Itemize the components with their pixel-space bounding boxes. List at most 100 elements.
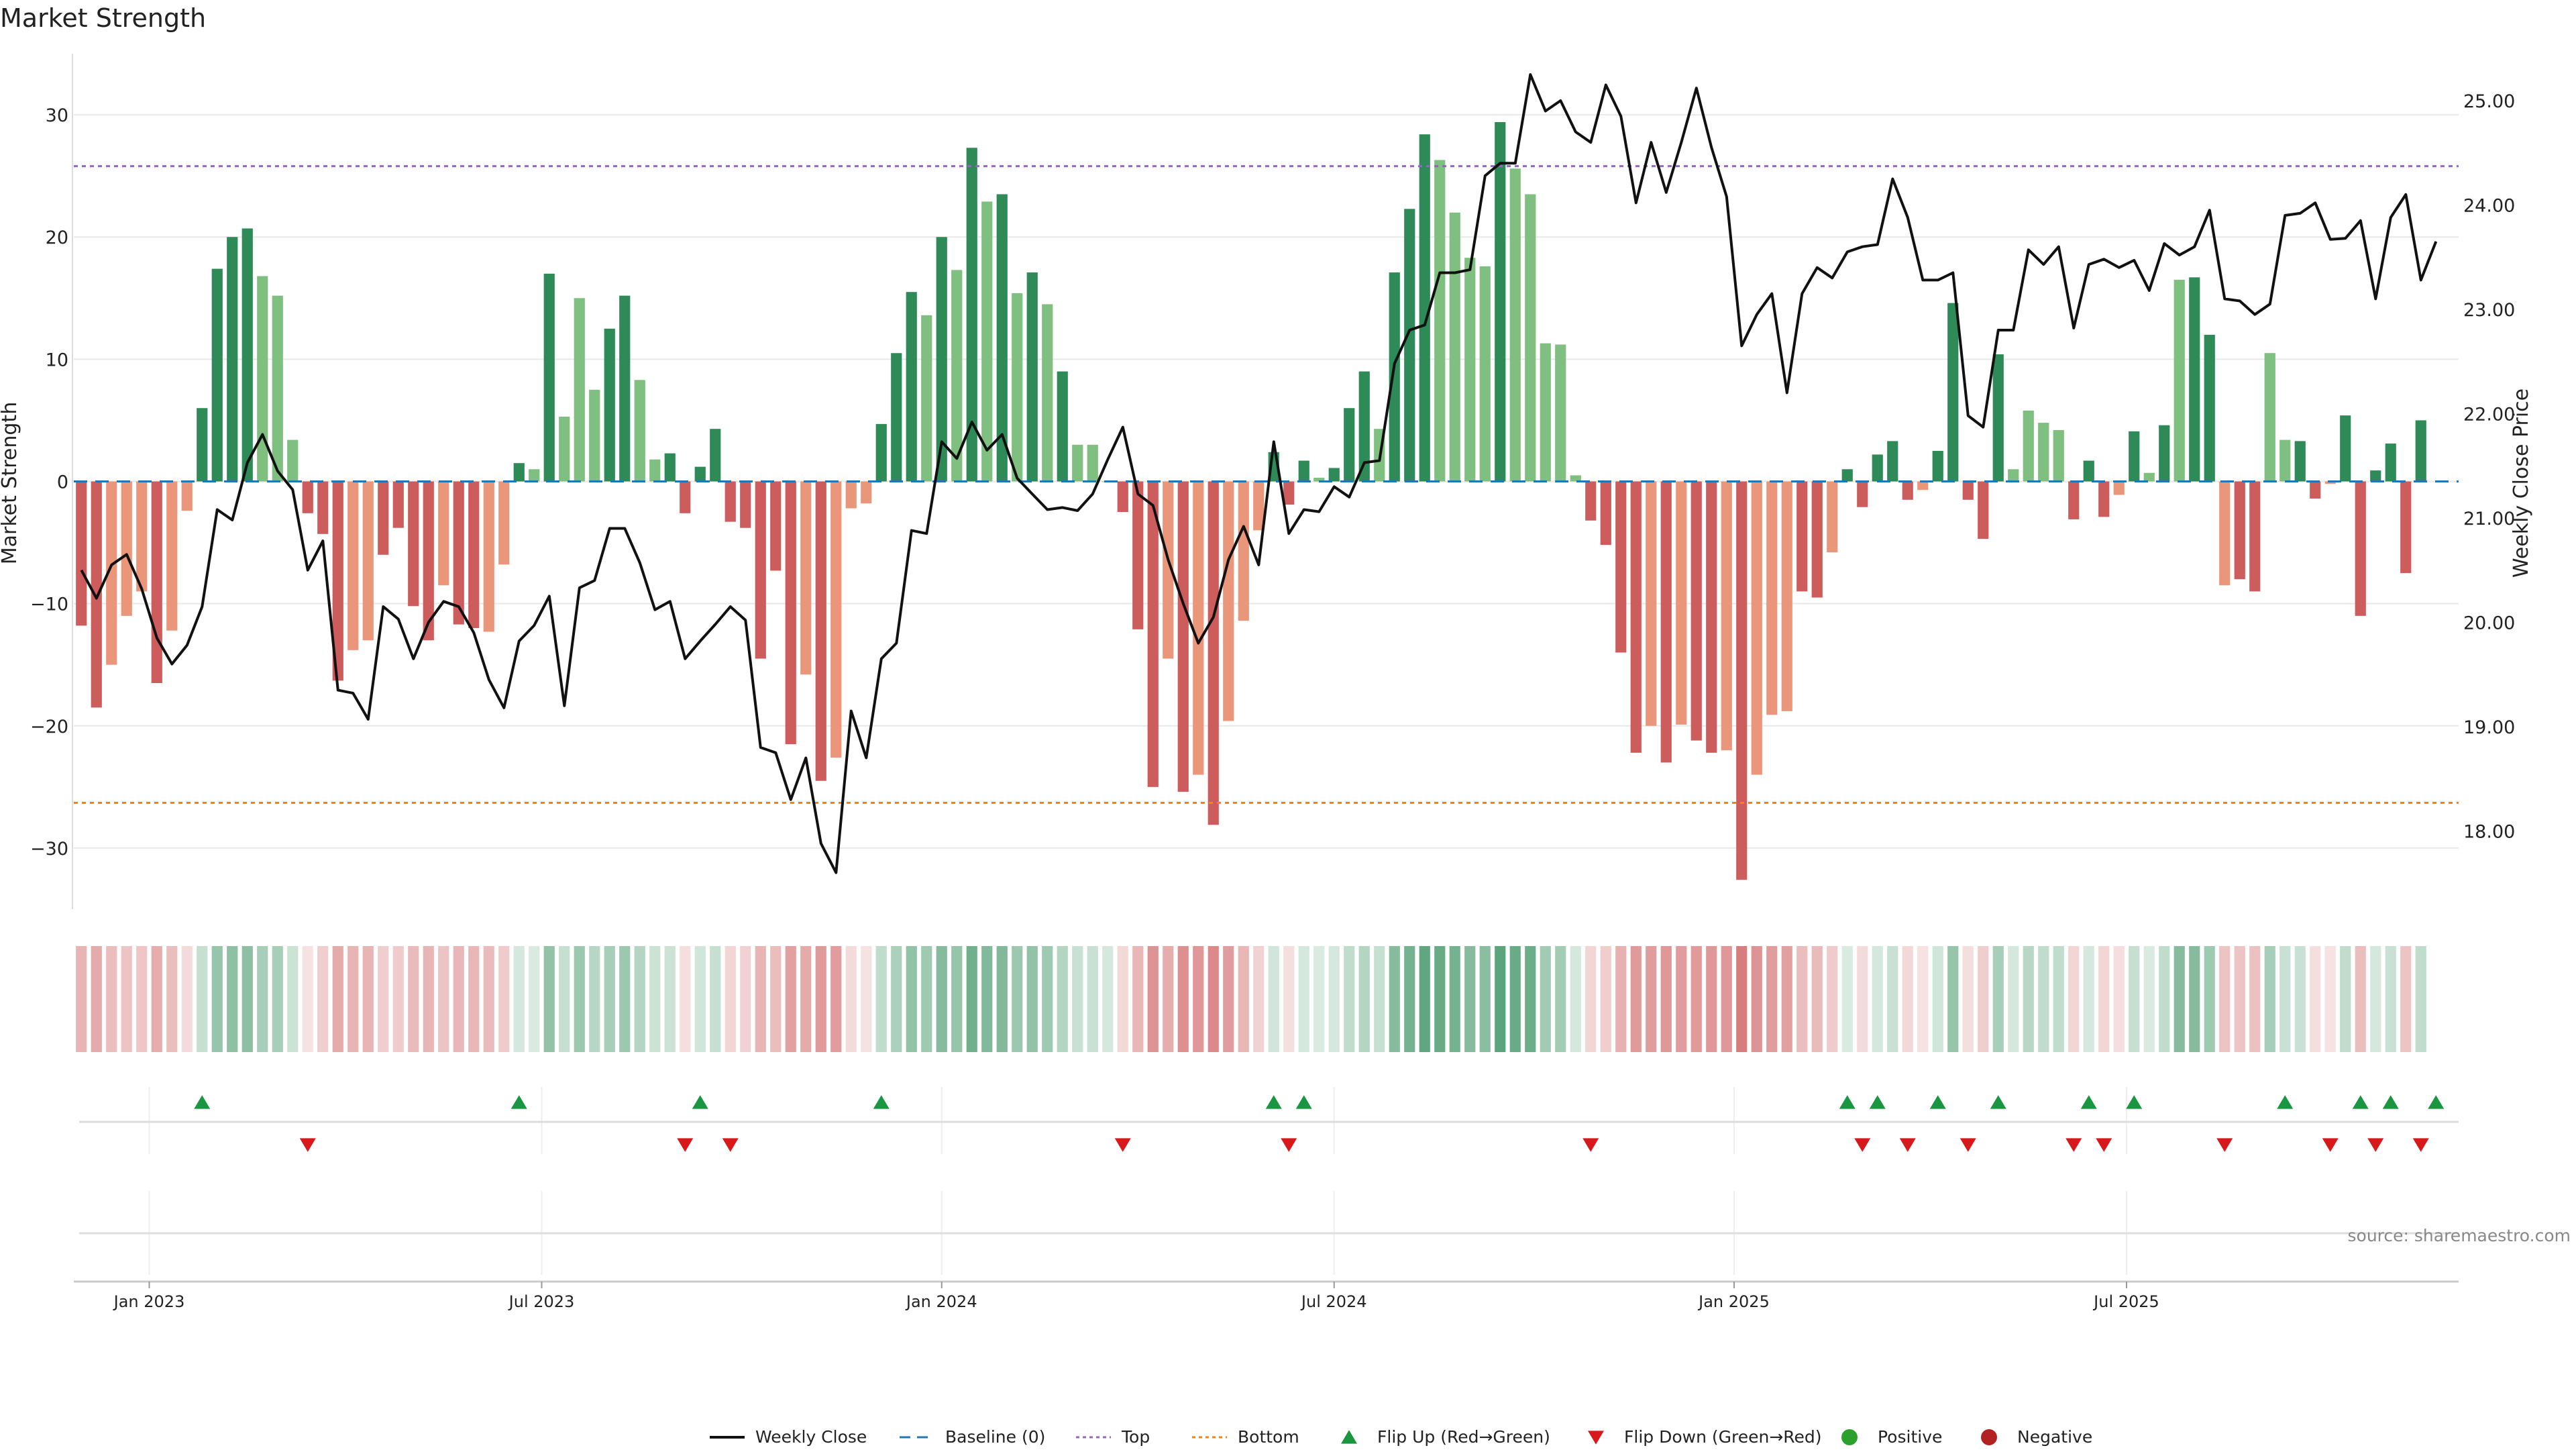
strength-bar: [2310, 481, 2321, 499]
strength-bar: [1495, 122, 1506, 482]
strength-bar: [1962, 481, 1974, 500]
strength-bar: [468, 481, 480, 629]
strength-bar: [1344, 408, 1355, 482]
legend-item-weekly_close: Weekly Close: [710, 1427, 867, 1447]
heat-cell: [664, 946, 676, 1052]
heat-cell: [1283, 946, 1295, 1052]
heat-cell: [710, 946, 721, 1052]
heat-cell: [1962, 946, 1974, 1052]
strength-bar: [1841, 469, 1853, 482]
heat-cell: [2415, 946, 2426, 1052]
flip-down-marker: [1899, 1138, 1916, 1152]
heat-cell: [151, 946, 162, 1052]
strength-bar: [996, 194, 1008, 482]
y2-tick-label: 18.00: [2463, 821, 2515, 842]
strength-bar: [1358, 371, 1370, 482]
heat-cell: [2143, 946, 2155, 1052]
heat-cell: [1857, 946, 1868, 1052]
heat-cell: [649, 946, 661, 1052]
heat-cell: [1163, 946, 1174, 1052]
heat-cell: [2264, 946, 2275, 1052]
x-tick-label: Jul 2025: [2092, 1292, 2159, 1311]
strength-bar: [1811, 481, 1823, 598]
heat-cell: [785, 946, 796, 1052]
strength-bar: [2385, 444, 2396, 482]
strength-bar: [2415, 420, 2426, 482]
heat-cell: [453, 946, 464, 1052]
strength-bar: [664, 453, 676, 482]
heat-cell: [1328, 946, 1340, 1052]
strength-bar: [2355, 481, 2366, 616]
strength-bar: [423, 481, 434, 641]
strength-bar: [2098, 481, 2110, 517]
heat-cell: [1902, 946, 1913, 1052]
strength-bar: [634, 380, 645, 482]
legend: Weekly Close Baseline (0) Top Bottom Flip Up…: [710, 1427, 2092, 1447]
heat-cell: [815, 946, 826, 1052]
strength-bar: [2264, 353, 2275, 482]
flip-down-marker: [1281, 1138, 1297, 1152]
heat-cell: [543, 946, 555, 1052]
heat-cell: [1585, 946, 1597, 1052]
strength-bar: [408, 481, 419, 607]
flip-up-marker: [194, 1095, 211, 1109]
strength-bar: [1328, 468, 1340, 482]
strength-heat-strip: [76, 946, 2426, 1052]
flip-up-marker: [1929, 1095, 1946, 1109]
strength-bar: [1555, 344, 1566, 482]
legend-item-negative: Negative: [1981, 1427, 2092, 1447]
strength-bar: [121, 481, 132, 616]
y-tick-label: 30: [46, 105, 68, 126]
strength-bar: [1827, 481, 1838, 553]
strength-bar: [1223, 481, 1234, 721]
heat-cell: [438, 946, 449, 1052]
heat-cell: [1072, 946, 1083, 1052]
weekly-close-line: [80, 73, 2438, 874]
heat-cell: [906, 946, 917, 1052]
strength-bar: [2219, 481, 2231, 586]
strength-bar: [815, 481, 826, 781]
heat-cell: [1887, 946, 1898, 1052]
strength-bar: [2234, 481, 2245, 580]
x-tick-label: Jan 2024: [905, 1292, 977, 1311]
strength-bar: [1978, 481, 1989, 539]
strength-bar: [241, 228, 253, 482]
heat-cell: [1676, 946, 1687, 1052]
reference-lines: [74, 165, 2459, 805]
strength-bar: [785, 481, 796, 745]
legend-label: Baseline (0): [945, 1427, 1045, 1447]
flip-up-marker: [2382, 1095, 2399, 1109]
flip-up-marker: [2126, 1095, 2143, 1109]
strength-bar: [1525, 194, 1536, 482]
heat-cell: [378, 946, 389, 1052]
heat-cell: [136, 946, 148, 1052]
y-tick-label: 0: [57, 472, 68, 493]
legend-swatch: [1981, 1429, 1997, 1445]
heat-cell: [1721, 946, 1732, 1052]
heat-cell: [1932, 946, 1943, 1052]
flip-down-marker: [1854, 1138, 1871, 1152]
strength-bar: [1434, 160, 1446, 482]
strength-bar: [181, 481, 193, 511]
strength-bar: [981, 201, 993, 482]
legend-swatch: [1341, 1430, 1357, 1444]
strength-bar: [1208, 481, 1219, 825]
legend-label: Top: [1121, 1427, 1150, 1447]
price-line-layer: [80, 73, 2438, 874]
heat-cell: [1344, 946, 1355, 1052]
flip-up-marker: [1295, 1095, 1312, 1109]
strength-bar: [1298, 460, 1309, 482]
strength-bar: [710, 429, 721, 482]
x-tick-label: Jul 2024: [1300, 1292, 1367, 1311]
heat-cell: [604, 946, 615, 1052]
flip-up-marker: [873, 1095, 890, 1109]
strength-bar: [1857, 481, 1868, 507]
heat-cell: [1102, 946, 1114, 1052]
strength-bar: [166, 481, 178, 631]
strength-bar: [1781, 481, 1792, 711]
heat-cell: [272, 946, 283, 1052]
heat-cell: [166, 946, 178, 1052]
strength-bar: [272, 295, 283, 482]
heat-cell: [1947, 946, 1959, 1052]
heat-cell: [1495, 946, 1506, 1052]
